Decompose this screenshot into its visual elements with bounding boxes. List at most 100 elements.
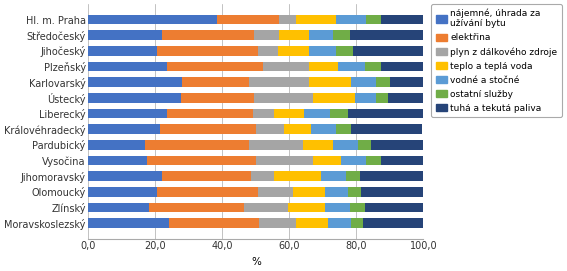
Bar: [88, 15, 217, 24]
Bar: [310, 78, 352, 87]
Bar: [167, 62, 263, 71]
Bar: [252, 109, 274, 118]
Bar: [336, 15, 366, 24]
Bar: [336, 124, 352, 134]
Bar: [182, 78, 249, 87]
Bar: [304, 109, 329, 118]
Bar: [313, 156, 341, 165]
Bar: [348, 109, 424, 118]
Bar: [217, 15, 280, 24]
Bar: [147, 156, 256, 165]
Bar: [88, 78, 182, 87]
Bar: [359, 172, 424, 181]
Bar: [149, 203, 244, 212]
Bar: [328, 218, 352, 228]
Bar: [329, 109, 348, 118]
Bar: [352, 218, 363, 228]
Bar: [352, 78, 376, 87]
Bar: [353, 46, 424, 56]
Bar: [303, 140, 333, 150]
Bar: [287, 203, 324, 212]
Bar: [88, 62, 167, 71]
X-axis label: %: %: [251, 257, 261, 267]
Bar: [88, 93, 180, 102]
Bar: [249, 78, 310, 87]
Bar: [361, 187, 424, 196]
Bar: [390, 78, 424, 87]
Bar: [274, 172, 321, 181]
Bar: [257, 46, 278, 56]
Bar: [346, 172, 359, 181]
Bar: [341, 156, 366, 165]
Bar: [311, 124, 336, 134]
Bar: [88, 172, 162, 181]
Bar: [296, 15, 336, 24]
Bar: [88, 218, 169, 228]
Bar: [259, 218, 296, 228]
Bar: [254, 93, 313, 102]
Bar: [336, 46, 353, 56]
Bar: [350, 203, 365, 212]
Bar: [388, 93, 424, 102]
Bar: [280, 30, 310, 40]
Bar: [88, 46, 157, 56]
Bar: [169, 218, 259, 228]
Bar: [285, 124, 311, 134]
Bar: [382, 15, 424, 24]
Bar: [324, 187, 348, 196]
Bar: [333, 140, 358, 150]
Bar: [157, 187, 257, 196]
Bar: [274, 109, 304, 118]
Bar: [313, 93, 355, 102]
Bar: [280, 15, 296, 24]
Bar: [293, 187, 324, 196]
Bar: [310, 30, 333, 40]
Bar: [376, 93, 388, 102]
Bar: [355, 93, 376, 102]
Bar: [310, 46, 336, 56]
Bar: [296, 218, 328, 228]
Bar: [244, 203, 287, 212]
Bar: [256, 156, 313, 165]
Bar: [365, 203, 424, 212]
Bar: [376, 78, 390, 87]
Bar: [180, 93, 254, 102]
Bar: [88, 140, 145, 150]
Bar: [321, 172, 346, 181]
Bar: [254, 30, 280, 40]
Bar: [333, 30, 350, 40]
Bar: [324, 203, 350, 212]
Bar: [162, 172, 251, 181]
Legend: nájemné, úhrada za
užívání bytu, elektřina, plyn z dálkového zdroje, teplo a tep: nájemné, úhrada za užívání bytu, elektři…: [431, 4, 562, 117]
Bar: [157, 46, 257, 56]
Bar: [256, 124, 285, 134]
Bar: [263, 62, 310, 71]
Bar: [382, 156, 424, 165]
Bar: [366, 156, 382, 165]
Bar: [350, 30, 424, 40]
Bar: [88, 187, 157, 196]
Bar: [358, 140, 371, 150]
Bar: [371, 140, 424, 150]
Bar: [251, 172, 274, 181]
Bar: [363, 218, 424, 228]
Bar: [348, 187, 361, 196]
Bar: [382, 62, 424, 71]
Bar: [310, 62, 338, 71]
Bar: [278, 46, 310, 56]
Bar: [88, 203, 149, 212]
Bar: [88, 124, 160, 134]
Bar: [338, 62, 365, 71]
Bar: [257, 187, 293, 196]
Bar: [162, 30, 254, 40]
Bar: [249, 140, 303, 150]
Bar: [88, 156, 147, 165]
Bar: [160, 124, 256, 134]
Bar: [88, 109, 167, 118]
Bar: [366, 15, 382, 24]
Bar: [365, 62, 382, 71]
Bar: [88, 30, 162, 40]
Bar: [352, 124, 422, 134]
Bar: [167, 109, 252, 118]
Bar: [145, 140, 249, 150]
